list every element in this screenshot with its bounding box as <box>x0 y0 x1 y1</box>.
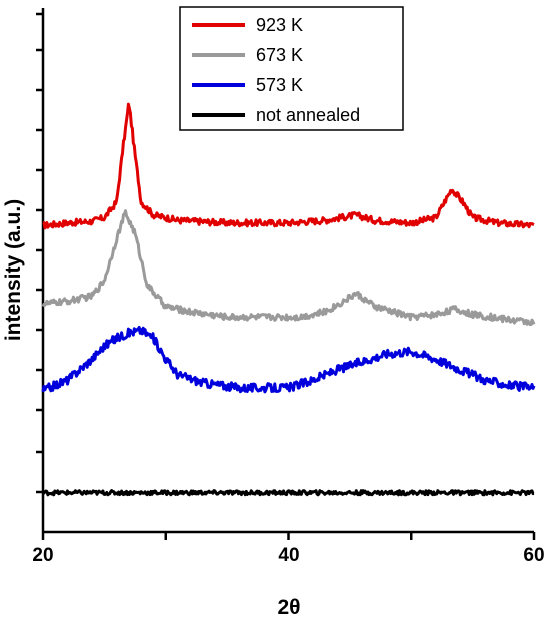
legend-label-not-annealed: not annealed <box>256 105 360 125</box>
series-line-not-annealed <box>42 489 535 497</box>
x-tick-label-20: 20 <box>32 545 53 566</box>
legend-label-923k: 923 K <box>256 15 303 35</box>
y-ticks <box>36 12 43 494</box>
x-tick-labels: 20 40 60 <box>32 545 544 566</box>
series-layer <box>41 102 536 497</box>
x-tick-label-40: 40 <box>278 545 299 566</box>
x-axis-label: 2θ <box>277 596 300 619</box>
legend: 923 K 673 K 573 K not annealed <box>179 6 404 131</box>
legend-box <box>179 6 404 131</box>
series-line-923-k <box>42 102 535 230</box>
x-ticks <box>41 532 536 540</box>
x-tick-label-60: 60 <box>523 545 544 566</box>
legend-label-573k: 573 K <box>256 75 303 95</box>
y-axis-label: intensity (a.u.) <box>2 199 25 341</box>
axes <box>36 8 536 540</box>
series-line-573-k <box>41 326 536 394</box>
legend-label-673k: 673 K <box>256 45 303 65</box>
series-line-673-k <box>41 209 536 327</box>
